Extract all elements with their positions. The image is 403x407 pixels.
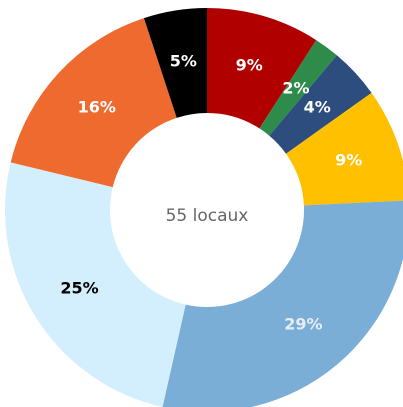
donut-segment xyxy=(10,18,177,188)
value-label: 2% xyxy=(282,79,309,98)
donut-segment xyxy=(5,162,186,407)
value-label: 29% xyxy=(284,314,322,333)
value-label: 9% xyxy=(335,150,362,169)
value-label: 4% xyxy=(304,98,331,117)
donut-segment xyxy=(162,200,403,407)
donut-segment xyxy=(143,8,207,118)
value-label: 16% xyxy=(78,98,116,117)
donut-segment xyxy=(286,92,403,206)
value-label: 5% xyxy=(170,51,197,70)
donut-segment xyxy=(269,55,372,154)
donut-segment xyxy=(259,40,337,136)
donut-segment xyxy=(207,8,317,129)
center-label: 55 locaux xyxy=(166,206,249,226)
value-label: 25% xyxy=(60,279,98,298)
value-label: 9% xyxy=(236,56,263,75)
